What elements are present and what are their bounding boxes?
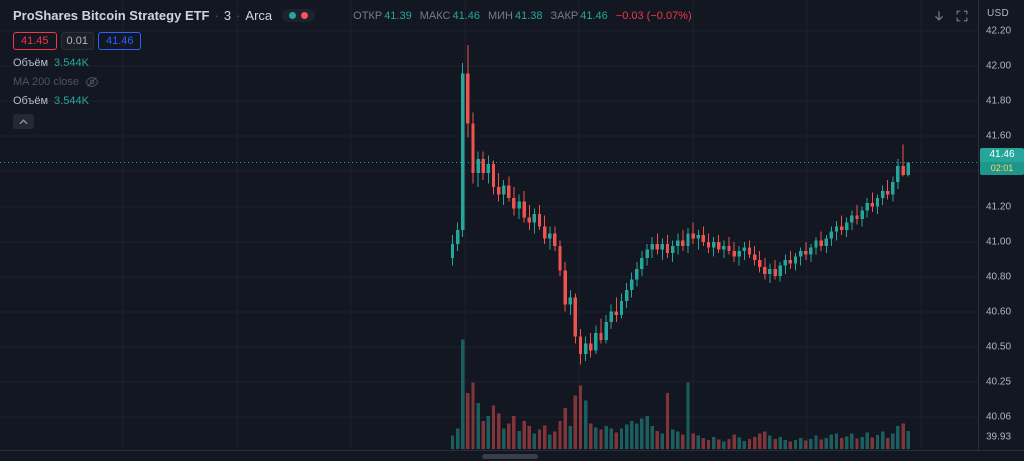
- price-axis-label: 40.06: [986, 411, 1012, 423]
- price-axis-label: 39.93: [986, 431, 1012, 443]
- price-axis-label: 41.00: [986, 236, 1012, 248]
- separator-dot: ·: [214, 8, 219, 23]
- interval-label[interactable]: 3: [223, 8, 232, 23]
- pane-controls: [930, 7, 970, 24]
- price-axis-label: 40.80: [986, 271, 1012, 283]
- time-axis-scrollbar[interactable]: [482, 454, 538, 459]
- data-status-dot-icon: [301, 12, 309, 19]
- volume-indicator-label: Объём: [13, 94, 49, 107]
- volume-indicator-row-2[interactable]: Объём 3.544K: [13, 94, 692, 107]
- time-axis[interactable]: [0, 450, 1024, 461]
- legend-collapse-button[interactable]: [13, 114, 34, 129]
- symbol-name[interactable]: ProShares Bitcoin Strategy ETF: [13, 8, 210, 23]
- candlestick-chart[interactable]: [0, 0, 978, 450]
- ask-button[interactable]: 41.46: [97, 32, 142, 50]
- spread-label: 0.01: [60, 32, 94, 50]
- price-axis-label: 41.60: [986, 130, 1012, 142]
- market-open-dot-icon: [289, 12, 297, 19]
- exchange-label[interactable]: Arca: [245, 8, 273, 23]
- currency-label[interactable]: USD: [987, 8, 1010, 19]
- volume-indicator-value: 3.544K: [54, 94, 89, 107]
- price-axis-label: 41.80: [986, 95, 1012, 107]
- open-readout: ОТКР 41.39: [353, 9, 412, 22]
- price-axis-label: 42.00: [986, 60, 1012, 72]
- volume-indicator-value: 3.544K: [54, 56, 89, 69]
- separator-dot: ·: [236, 8, 241, 23]
- price-axis-label: 40.50: [986, 341, 1012, 353]
- bar-countdown: 02:01: [980, 162, 1024, 176]
- symbol-title-row: ProShares Bitcoin Strategy ETF · 3 · Arc…: [13, 7, 692, 24]
- chevron-up-icon: [19, 118, 28, 124]
- market-status-pill[interactable]: [282, 9, 316, 22]
- ma-indicator-label: MA 200 close: [13, 75, 80, 88]
- price-axis-label: 40.25: [986, 376, 1012, 388]
- price-axis-label: 42.20: [986, 25, 1012, 37]
- price-axis-label: 41.20: [986, 201, 1012, 213]
- high-readout: МАКС 41.46: [419, 9, 480, 22]
- volume-indicator-row[interactable]: Объём 3.544K: [13, 56, 692, 69]
- move-pane-down-button[interactable]: [930, 7, 947, 24]
- volume-indicator-label: Объём: [13, 56, 49, 69]
- ma-indicator-row[interactable]: MA 200 close: [13, 75, 692, 88]
- arrow-down-icon: [934, 10, 943, 21]
- price-axis[interactable]: USD 42.20 42.00 41.80 41.60 41.20 41.00 40.80 4…: [978, 0, 1024, 450]
- maximize-icon: [956, 10, 967, 21]
- bid-ask-row: 41.45 0.01 41.46: [13, 32, 692, 50]
- close-readout: ЗАКР 41.46: [550, 9, 608, 22]
- last-price-badge: 41.46 02:01: [980, 148, 1024, 176]
- last-price-value: 41.46: [980, 148, 1024, 163]
- maximize-pane-button[interactable]: [953, 7, 970, 24]
- price-axis-label: 40.60: [986, 306, 1012, 318]
- low-readout: МИН 41.38: [487, 9, 543, 22]
- ohlc-readout: ОТКР 41.39 МАКС 41.46 МИН 41.38 ЗАКР 41.46 −…: [353, 10, 691, 22]
- bid-button[interactable]: 41.45: [13, 32, 57, 50]
- chart-pane[interactable]: [0, 0, 978, 450]
- price-change: −0.03 (−0.07%): [615, 9, 692, 22]
- chart-legend: ProShares Bitcoin Strategy ETF · 3 · Arc…: [13, 7, 692, 129]
- eye-slash-icon[interactable]: [85, 75, 99, 89]
